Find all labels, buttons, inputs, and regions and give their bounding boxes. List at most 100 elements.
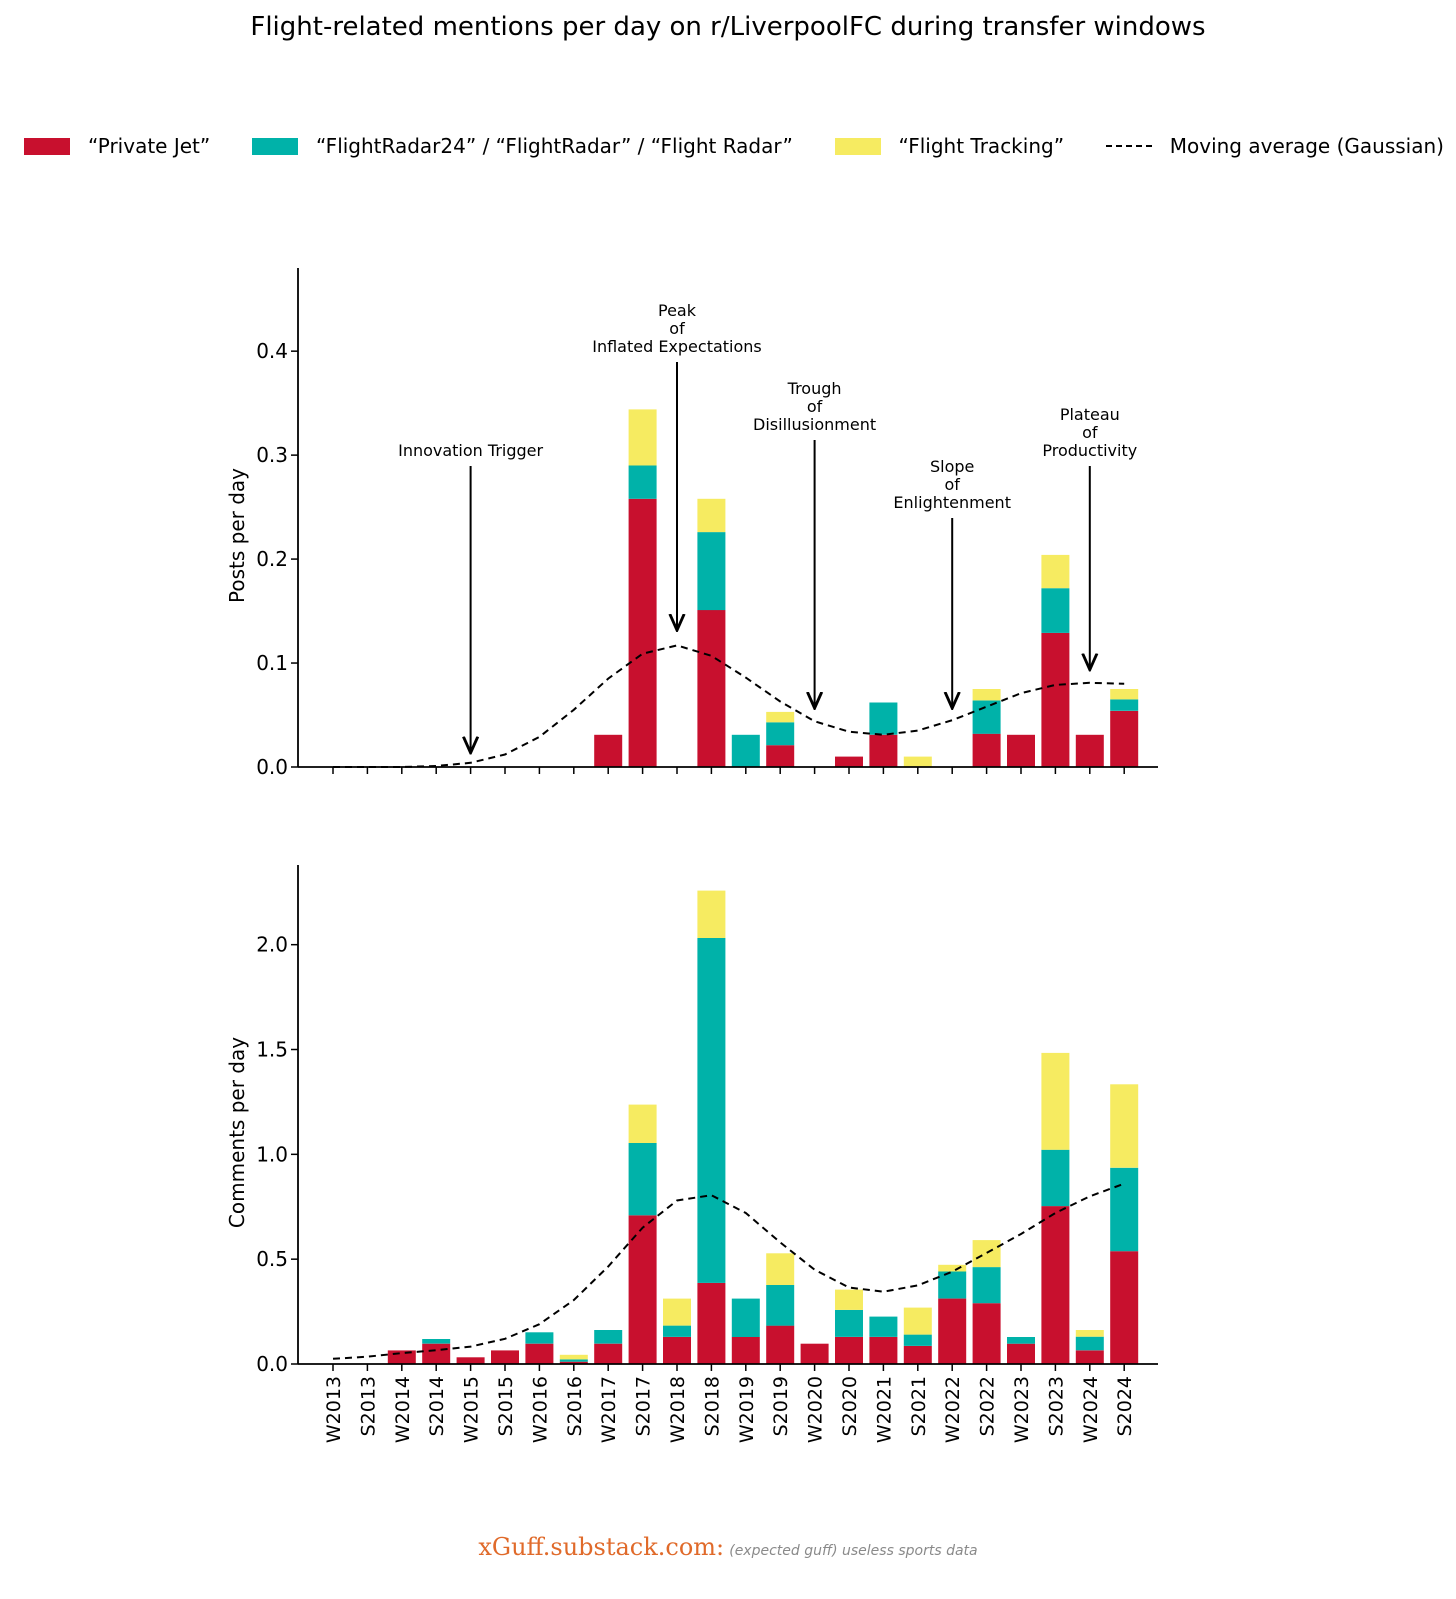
- x-tick-label-S2023: S2023: [1045, 1376, 1067, 1436]
- posts-bar-flight-tracking-S2019: [766, 711, 795, 723]
- comments-bar-flightradar-S2024: [1110, 1167, 1139, 1252]
- comments-bar-flightradar-W2019: [731, 1298, 760, 1337]
- annotation-2-line-1: of: [807, 397, 823, 416]
- footer: xGuff.substack.com: (expected guff) usel…: [0, 1533, 1456, 1561]
- x-tick-label-S2015: S2015: [495, 1376, 517, 1436]
- comments-bar-flightradar-S2020: [835, 1309, 863, 1337]
- x-tick-label-W2020: W2020: [805, 1376, 827, 1443]
- comments-bar-flight-tracking-S2020: [835, 1289, 863, 1310]
- posts-bar-private-jet-W2021: [869, 734, 898, 767]
- comments-bar-flightradar-W2016: [525, 1332, 554, 1344]
- posts-bar-flight-tracking-S2021: [903, 756, 932, 767]
- comments-bar-private-jet-W2018: [663, 1337, 691, 1364]
- annotation-2-line-0: Trough: [787, 379, 842, 398]
- comments-y-tick-label: 2.0: [256, 933, 288, 957]
- legend-item-private-jet: “Private Jet”: [24, 134, 210, 158]
- comments-y-tick-label: 0.0: [256, 1352, 288, 1376]
- x-tick-label-S2024: S2024: [1114, 1376, 1136, 1436]
- comments-bar-flight-tracking-S2021: [903, 1307, 932, 1335]
- comments-bar-flight-tracking-S2018: [697, 890, 726, 938]
- comments-bar-private-jet-S2021: [903, 1346, 932, 1364]
- x-tick-label-S2022: S2022: [977, 1376, 999, 1436]
- comments-bar-flightradar-S2021: [903, 1334, 932, 1346]
- comments-bar-flight-tracking-S2016: [559, 1354, 588, 1360]
- comments-bar-flightradar-S2022: [972, 1267, 1001, 1304]
- posts-bar-flight-tracking-S2024: [1110, 689, 1139, 700]
- legend-swatch-flight-tracking: [834, 137, 881, 155]
- comments-bar-private-jet-W2020: [800, 1343, 829, 1364]
- posts-y-tick-label: 0.2: [256, 547, 288, 571]
- footer-tagline: (expected guff) useless sports data: [729, 1543, 978, 1559]
- posts-y-tick-label: 0.4: [256, 339, 288, 363]
- panel-posts: 0.0 0.1 0.2 0.3 0.4 Posts per day Innovation T…: [225, 268, 1158, 779]
- comments-bar-flightradar-W2024: [1075, 1336, 1104, 1351]
- legend-label-moving-average: Moving average (Gaussian): [1169, 134, 1444, 158]
- annotation-4-line-1: of: [1082, 423, 1098, 442]
- legend-label-private-jet: “Private Jet”: [88, 134, 211, 158]
- x-tick-label-S2013: S2013: [357, 1376, 379, 1436]
- comments-bar-private-jet-S2017: [628, 1215, 657, 1364]
- posts-bar-flight-tracking-S2022: [972, 689, 1001, 701]
- comments-bar-flightradar-S2014: [422, 1339, 451, 1344]
- comments-bar-flight-tracking-W2018: [663, 1298, 691, 1326]
- comments-bar-private-jet-W2022: [938, 1298, 967, 1364]
- comments-bar-private-jet-S2018: [697, 1282, 726, 1364]
- x-tick-label-S2014: S2014: [426, 1376, 448, 1436]
- x-tick-label-S2021: S2021: [908, 1376, 930, 1436]
- comments-bar-private-jet-W2019: [731, 1337, 760, 1364]
- annotation-0-line-0: Innovation Trigger: [398, 441, 543, 460]
- x-tick-label-W2017: W2017: [598, 1376, 620, 1443]
- annotation-1-line-2: Inflated Expectations: [592, 337, 762, 356]
- posts-y-tick-label: 0.3: [256, 443, 288, 467]
- x-tick-label-W2016: W2016: [529, 1376, 551, 1443]
- comments-bar-flight-tracking-S2024: [1110, 1084, 1139, 1168]
- x-tick-label-W2018: W2018: [667, 1376, 689, 1443]
- comments-bar-private-jet-W2021: [869, 1337, 898, 1364]
- posts-bar-flightradar-S2017: [628, 465, 657, 499]
- comments-bar-flightradar-W2023: [1007, 1337, 1035, 1344]
- x-tick-label-W2022: W2022: [942, 1376, 964, 1443]
- legend-label-flightradar: “FlightRadar24” / “FlightRadar” / “Fligh…: [315, 134, 793, 158]
- comments-bar-flightradar-S2018: [697, 938, 726, 1283]
- x-tick-label-W2014: W2014: [392, 1376, 414, 1443]
- legend-item-flight-tracking: “Flight Tracking”: [834, 134, 1064, 158]
- posts-bar-private-jet-S2024: [1110, 710, 1139, 767]
- x-tick-label-W2021: W2021: [873, 1376, 895, 1443]
- comments-bar-private-jet-S2015: [491, 1350, 519, 1364]
- comments-y-tick-label: 1.5: [256, 1038, 288, 1062]
- comments-bar-private-jet-W2023: [1007, 1343, 1035, 1364]
- comments-y-tick-label: 0.5: [256, 1247, 288, 1271]
- comments-bar-private-jet-S2019: [766, 1325, 795, 1364]
- legend-item-flightradar: “FlightRadar24” / “FlightRadar” / “Fligh…: [251, 134, 793, 158]
- posts-bar-private-jet-S2022: [972, 733, 1001, 767]
- chart-title: Flight-related mentions per day on r/Liv…: [250, 12, 1206, 42]
- x-tick-label-W2013: W2013: [323, 1376, 345, 1443]
- comments-bar-flightradar-S2019: [766, 1285, 795, 1326]
- comments-bar-private-jet-S2023: [1041, 1206, 1070, 1364]
- posts-bar-private-jet-W2023: [1007, 734, 1035, 767]
- x-tick-label-W2015: W2015: [461, 1376, 483, 1443]
- posts-bar-flightradar-W2019: [731, 734, 760, 767]
- annotation-4-line-2: Productivity: [1042, 441, 1137, 460]
- comments-bar-flight-tracking-W2024: [1075, 1330, 1104, 1337]
- comments-bar-flight-tracking-S2017: [628, 1104, 657, 1143]
- annotation-3-line-1: of: [944, 475, 960, 494]
- posts-y-tick-label: 0.1: [256, 651, 288, 675]
- comments-bar-private-jet-S2024: [1110, 1251, 1139, 1364]
- comments-bar-flightradar-W2018: [663, 1325, 691, 1337]
- annotation-1-line-1: of: [669, 319, 685, 338]
- comments-bar-private-jet-S2020: [835, 1337, 863, 1364]
- posts-bar-private-jet-S2018: [697, 610, 726, 767]
- comments-bar-flightradar-W2017: [594, 1330, 623, 1344]
- x-tick-label-S2016: S2016: [564, 1376, 586, 1436]
- comments-y-axis-label: Comments per day: [225, 1037, 249, 1228]
- footer-site: xGuff.substack.com:: [478, 1533, 725, 1561]
- posts-bar-flightradar-S2023: [1041, 588, 1070, 633]
- legend-item-moving-average: Moving average (Gaussian): [1105, 134, 1444, 158]
- comments-moving-average-line: [332, 1182, 1125, 1360]
- posts-bar-flightradar-S2022: [972, 700, 1001, 734]
- legend-swatch-flightradar: [251, 137, 298, 155]
- panel-comments: 0.0 0.5 1.0 1.5 2.0 Comments per day W2013 S201…: [225, 865, 1158, 1443]
- annotation-2-line-2: Disillusionment: [753, 415, 876, 434]
